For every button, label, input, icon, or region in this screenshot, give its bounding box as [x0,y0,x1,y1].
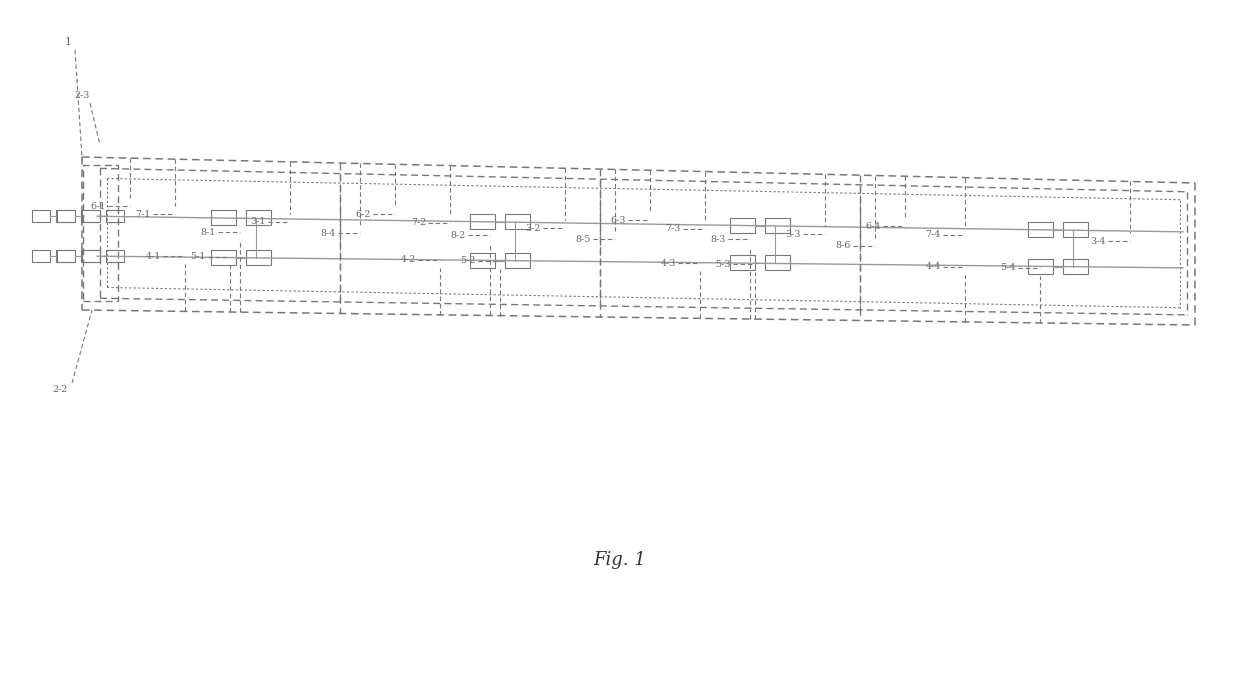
Bar [765,255,790,270]
Bar [57,211,74,222]
Text: 5-2: 5-2 [460,256,476,265]
Text: Fig. 1: Fig. 1 [594,551,646,569]
Text: 5-3: 5-3 [715,260,732,269]
Bar [1028,259,1053,273]
Text: 7-3: 7-3 [666,224,681,233]
Text: 8-1: 8-1 [201,227,216,237]
Bar [56,211,74,222]
Text: 8-3: 8-3 [711,234,725,244]
Bar [56,250,74,263]
Bar [246,250,272,265]
Text: 2-2: 2-2 [52,385,68,394]
Text: 7-1: 7-1 [135,210,151,219]
Bar [246,211,272,225]
Text: 4-1: 4-1 [146,252,161,261]
Text: 4-4: 4-4 [926,263,941,271]
Bar [1063,259,1087,273]
Text: 3-1: 3-1 [250,217,267,226]
Text: 5-4: 5-4 [1001,263,1016,273]
Text: 6-4: 6-4 [866,221,880,231]
Text: 4-2: 4-2 [401,255,415,265]
Text: 3-3: 3-3 [785,230,801,239]
Bar [83,165,118,301]
Text: 8-5: 8-5 [575,235,591,244]
Bar [32,211,50,222]
Bar [105,211,124,222]
Text: 8-4: 8-4 [321,229,336,238]
Text: 6-3: 6-3 [610,216,626,225]
Bar [1063,222,1087,237]
Bar [470,214,495,229]
Text: 7-4: 7-4 [926,230,941,239]
Text: 1: 1 [64,37,72,47]
Bar [730,255,755,270]
Bar [470,252,495,267]
Bar [730,218,755,233]
Bar [81,250,99,263]
Text: 8-6: 8-6 [836,241,851,250]
Text: 6-1: 6-1 [91,202,105,211]
Bar [505,252,529,267]
Bar [211,250,236,265]
Bar [82,250,100,263]
Bar [81,211,99,222]
Bar [105,250,124,263]
Text: 2-3: 2-3 [74,90,89,99]
Bar [1028,222,1053,237]
Text: 5-1: 5-1 [191,252,206,261]
Bar [505,214,529,229]
Text: 7-2: 7-2 [410,218,427,227]
Text: 3-2: 3-2 [526,224,541,233]
Bar [57,250,74,263]
Bar [82,211,100,222]
Bar [32,250,50,263]
Text: 6-2: 6-2 [356,210,371,219]
Text: 8-2: 8-2 [451,231,466,240]
Text: 3-4: 3-4 [1091,237,1106,246]
Text: 4-3: 4-3 [661,259,676,268]
Bar [211,211,236,225]
Bar [765,218,790,233]
